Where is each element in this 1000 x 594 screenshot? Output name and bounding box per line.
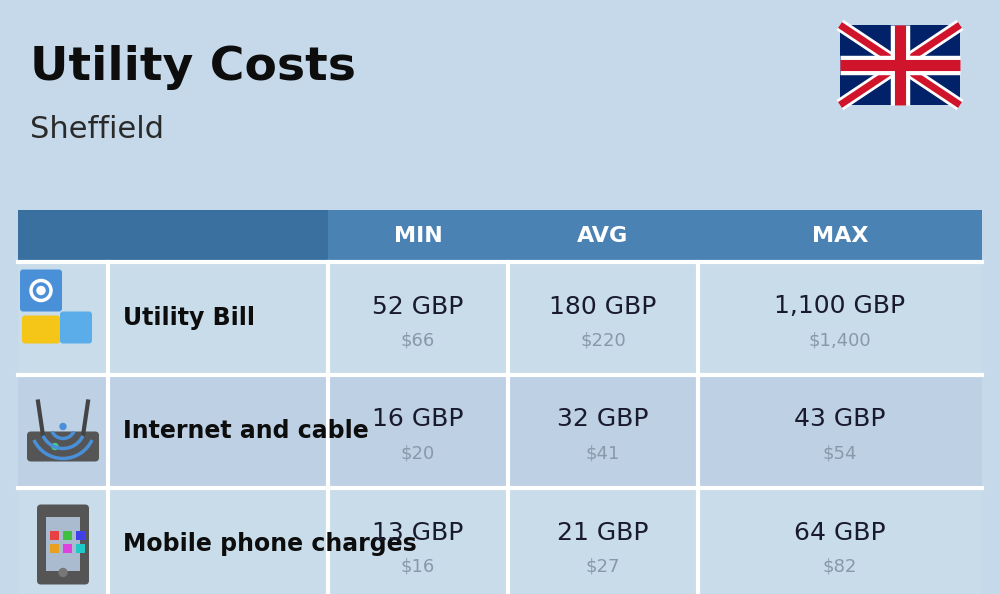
FancyBboxPatch shape [60,311,92,343]
Bar [18,262,982,375]
Text: Sheffield: Sheffield [30,115,164,144]
Text: $16: $16 [401,558,435,576]
Text: 1,100 GBP: 1,100 GBP [774,295,906,318]
Text: Mobile phone charges: Mobile phone charges [123,532,417,557]
Text: $54: $54 [823,444,857,463]
Bar [18,375,982,488]
Text: 180 GBP: 180 GBP [549,295,657,318]
Bar [18,210,982,262]
FancyBboxPatch shape [22,315,60,343]
Bar [63,530,72,539]
Text: $27: $27 [586,558,620,576]
Text: $82: $82 [823,558,857,576]
Bar [18,210,328,262]
FancyBboxPatch shape [27,431,99,462]
Text: $41: $41 [586,444,620,463]
Bar [76,544,85,552]
Circle shape [37,286,45,295]
Bar [840,25,960,105]
Circle shape [59,568,67,577]
Text: 13 GBP: 13 GBP [372,520,464,545]
Text: AVG: AVG [577,226,629,246]
Text: $20: $20 [401,444,435,463]
Text: MIN: MIN [394,226,442,246]
Text: 52 GBP: 52 GBP [372,295,464,318]
Bar [18,488,982,594]
FancyBboxPatch shape [37,504,89,584]
Text: $1,400: $1,400 [809,331,871,349]
FancyBboxPatch shape [20,270,62,311]
Text: Utility Costs: Utility Costs [30,45,356,90]
Bar [50,544,59,552]
Bar [50,530,59,539]
Text: 21 GBP: 21 GBP [557,520,649,545]
Text: 16 GBP: 16 GBP [372,407,464,431]
Text: 64 GBP: 64 GBP [794,520,886,545]
Circle shape [60,424,66,429]
Text: 43 GBP: 43 GBP [794,407,886,431]
Bar [63,544,72,552]
Text: $66: $66 [401,331,435,349]
Text: 32 GBP: 32 GBP [557,407,649,431]
Circle shape [52,444,58,450]
Text: $220: $220 [580,331,626,349]
Text: MAX: MAX [812,226,868,246]
Text: Utility Bill: Utility Bill [123,307,255,330]
Bar [76,530,85,539]
Text: Internet and cable: Internet and cable [123,419,369,444]
Bar [46,517,80,570]
